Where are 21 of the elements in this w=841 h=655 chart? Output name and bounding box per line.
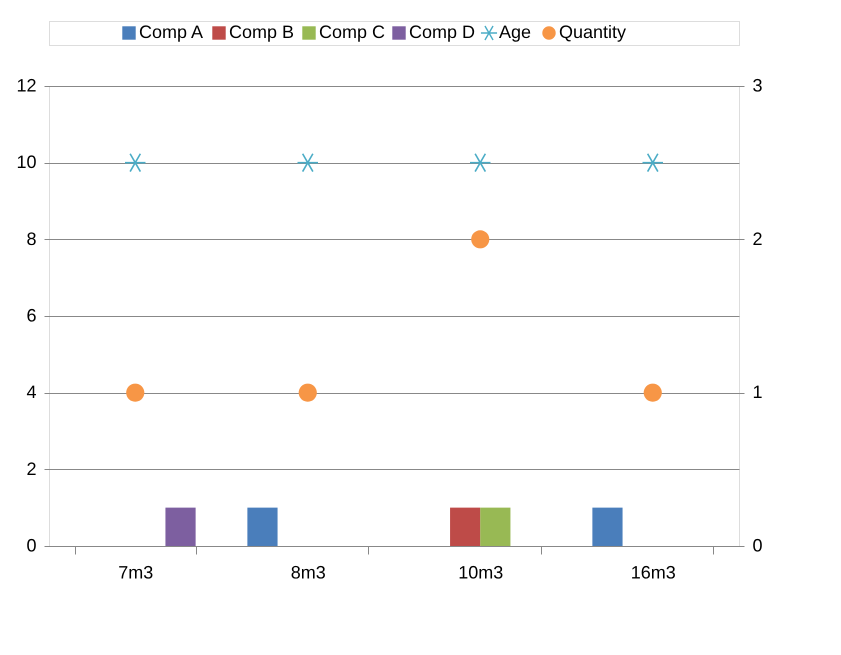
x-tick-label: 8m3	[290, 562, 326, 582]
y2-tick-label: 3	[752, 76, 763, 96]
y2-tick-label: 2	[752, 228, 763, 249]
legend-label: Comp C	[319, 22, 386, 42]
y2-tick-label: 1	[752, 382, 763, 402]
x-tick-label: 16m3	[630, 562, 676, 582]
y-tick-label: 4	[26, 382, 36, 402]
legend-label: Quantity	[559, 22, 626, 42]
x-tick-label: 7m3	[118, 562, 154, 582]
y-tick-label: 0	[26, 536, 36, 556]
legend-label: Comp D	[409, 22, 476, 42]
y-tick-label: 12	[16, 76, 36, 96]
legend-label: Comp B	[229, 22, 294, 42]
y2-tick-label: 0	[752, 536, 763, 556]
y-tick-label: 2	[26, 458, 36, 479]
legend-label: Age	[499, 22, 532, 42]
y-tick-label: 6	[26, 306, 36, 326]
x-tick-label: 10m3	[458, 562, 504, 582]
y-tick-label: 10	[16, 152, 36, 172]
legend-label: Comp A	[139, 22, 204, 42]
y-tick-label: 8	[26, 228, 36, 249]
